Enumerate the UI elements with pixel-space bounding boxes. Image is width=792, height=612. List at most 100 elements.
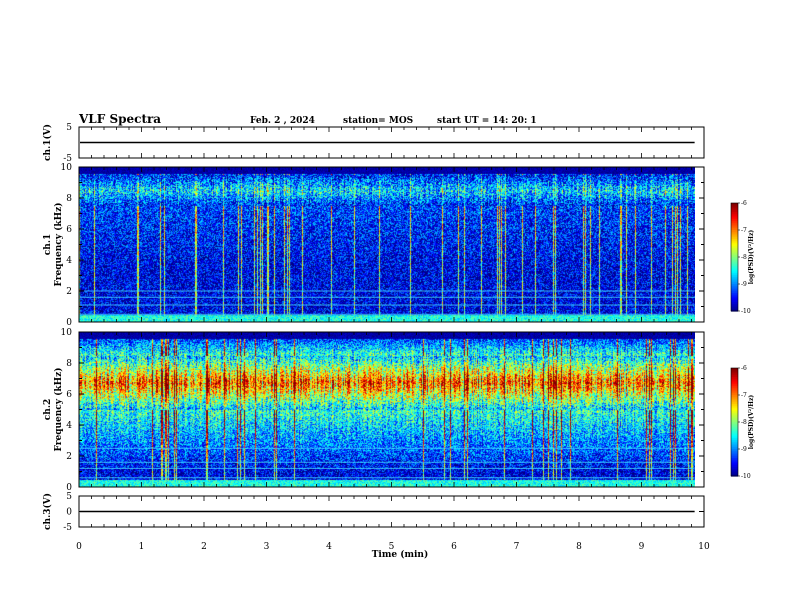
- colorbar-step: [731, 465, 738, 468]
- colorbar-step: [731, 273, 738, 276]
- colorbar-step: [731, 468, 738, 472]
- colorbar-step: [731, 378, 738, 382]
- colorbar-tick-label: -8: [741, 254, 747, 261]
- spectrogram-panel-ch2: 0 2 4 6 8 10 ch.2 Frequency (kHz): [43, 328, 705, 493]
- colorbar-step: [731, 226, 738, 229]
- y-tick-label: 8: [66, 194, 72, 204]
- x-tick-label: 1: [139, 542, 145, 552]
- colorbar-tick-label: -10: [741, 308, 751, 315]
- colorbar-tick-label: -7: [741, 227, 747, 234]
- spectrogram-image: [79, 332, 695, 487]
- colorbar-step: [731, 474, 738, 477]
- waveform-panel-ch3: 5 0 -5 ch.3(V): [42, 492, 705, 533]
- y-tick-label: 5: [66, 492, 72, 502]
- colorbar-step: [731, 285, 738, 289]
- colorbar-step: [731, 246, 738, 249]
- colorbar-step: [731, 208, 738, 211]
- colorbar-step: [731, 280, 738, 283]
- colorbar-step: [731, 400, 738, 403]
- colorbar-step: [731, 405, 738, 409]
- colorbar-step: [731, 459, 738, 463]
- colorbar-step: [731, 309, 738, 312]
- colorbar-step: [731, 407, 738, 410]
- colorbar-step: [731, 431, 738, 434]
- spectrogram-panel-ch1: 0 2 4 6 8 10 ch.1 Frequency (kHz): [43, 163, 705, 328]
- colorbar-step: [731, 212, 738, 215]
- x-axis-label: Time (min): [372, 549, 429, 560]
- colorbar-step: [731, 398, 738, 401]
- colorbar-step: [731, 425, 738, 428]
- colorbar-step: [731, 240, 738, 244]
- colorbar-step: [731, 213, 738, 217]
- colorbar-step: [731, 204, 738, 208]
- colorbar-step: [731, 228, 738, 231]
- colorbar-step: [731, 264, 738, 267]
- chart-title: VLF Spectra: [78, 112, 161, 126]
- x-tick-label: 2: [201, 542, 207, 552]
- colorbar-step: [731, 248, 738, 251]
- colorbar-step: [731, 275, 738, 278]
- x-tick-label: 0: [76, 542, 82, 552]
- colorbar-step: [731, 258, 738, 262]
- y-tick-label: 6: [66, 225, 72, 235]
- colorbar-step: [731, 300, 738, 303]
- y-tick-label: -5: [63, 154, 72, 164]
- colorbar-step: [731, 266, 738, 269]
- colorbar-step: [731, 305, 738, 308]
- colorbar-step: [731, 242, 738, 245]
- colorbar-step: [731, 440, 738, 443]
- colorbar-step: [731, 434, 738, 437]
- colorbar-step: [731, 303, 738, 307]
- colorbar-label: log(PSD)(V²/Hz): [748, 230, 755, 285]
- colorbar-step: [731, 461, 738, 464]
- y-tick-label: 10: [61, 328, 73, 338]
- colorbar-step: [731, 389, 738, 392]
- colorbar-tick-label: -10: [741, 473, 751, 480]
- colorbar-step: [731, 377, 738, 380]
- y-tick-label: 5: [66, 123, 72, 133]
- x-tick-label: 9: [639, 542, 645, 552]
- colorbar-step: [731, 423, 738, 427]
- colorbar-step: [731, 411, 738, 414]
- colorbar-step: [731, 257, 738, 260]
- spectrogram-image: [79, 167, 695, 322]
- colorbar-step: [731, 472, 738, 475]
- x-tick-label: 6: [451, 542, 457, 552]
- colorbar-step: [731, 368, 738, 371]
- colorbar-step: [731, 427, 738, 430]
- colorbar-step: [731, 233, 738, 236]
- colorbar-step: [731, 287, 738, 290]
- colorbar-step: [731, 422, 738, 425]
- colorbar-step: [731, 276, 738, 280]
- colorbar-step: [731, 237, 738, 240]
- colorbar-step: [731, 447, 738, 450]
- colorbar-step: [731, 395, 738, 398]
- colorbar-step: [731, 203, 738, 206]
- colorbar-step: [731, 414, 738, 418]
- y-tick-label: 4: [66, 256, 72, 266]
- colorbar-step: [731, 396, 738, 400]
- colorbar-step: [731, 441, 738, 445]
- channel-label: ch.2: [43, 399, 53, 420]
- colorbar-step: [731, 420, 738, 423]
- waveform-panel-ch1: 5 -5 ch.1(V): [42, 123, 705, 164]
- colorbar-step: [731, 289, 738, 292]
- colorbar-step: [731, 445, 738, 448]
- y-tick-label: 6: [66, 390, 72, 400]
- y-tick-label: 2: [66, 287, 72, 297]
- colorbar-step: [731, 255, 738, 258]
- colorbar-step: [731, 402, 738, 405]
- colorbars: -6 -7 -8 -9 -10 log(PSD)(V²/Hz) -6 -7 -8 -9 -10 log…: [730, 200, 755, 480]
- colorbar-step: [731, 387, 738, 391]
- colorbar-step: [731, 391, 738, 394]
- colorbar-step: [731, 393, 738, 396]
- colorbar-step: [731, 409, 738, 412]
- colorbar-tick-label: -8: [741, 419, 747, 426]
- y-axis-label: Frequency (kHz): [53, 367, 64, 451]
- colorbar-step: [731, 369, 738, 373]
- y-tick-label: 0: [66, 508, 72, 518]
- y-tick-label: 0: [66, 318, 72, 328]
- colorbar-step: [731, 206, 738, 209]
- colorbar-step: [731, 271, 738, 274]
